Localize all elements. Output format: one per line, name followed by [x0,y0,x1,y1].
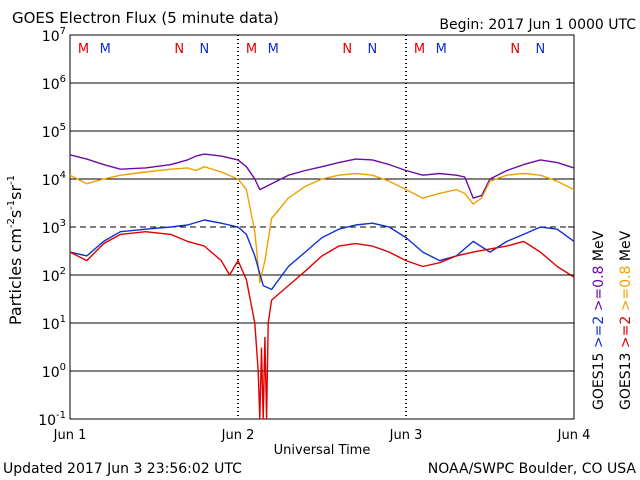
x-tick-label: Jun 4 [557,428,591,443]
legend-label: GOES15 >=2 >=0.8 MeV [591,230,607,410]
y-tick-label: 107 [42,26,66,45]
chart-title: GOES Electron Flux (5 minute data) [12,9,279,27]
marker-label: M [268,42,279,57]
y-tick-label: 103 [42,218,66,237]
legend-label: GOES13 >=2 >=0.8 MeV [618,230,634,410]
marker-label: N [342,42,352,57]
marker-label: M [436,42,447,57]
marker-label: N [200,42,210,57]
y-tick-label: 106 [42,74,66,93]
y-tick-label: 104 [42,170,66,189]
updated-timestamp: Updated 2017 Jun 3 23:56:02 UTC [3,461,242,477]
series-line [69,153,575,199]
y-tick-label: 101 [42,314,66,333]
x-tick-labels: Jun 1 Jun 2 Jun 3 Jun 4 [53,428,591,443]
series-line [69,165,575,284]
y-tick-label: 105 [42,122,66,141]
x-tick-label: Jun 2 [221,428,255,443]
y-axis-label: Particles cm-2s-1sr-1 [6,175,25,325]
x-tick-label: Jun 3 [389,428,423,443]
y-tick-label: 100 [42,362,66,381]
gridlines [70,82,574,372]
marker-label: M [78,42,89,57]
marker-label: N [368,42,378,57]
marker-label: N [174,42,184,57]
satellite-legend: GOES15 >=2 >=0.8 MeV GOES13 >=2 >=0.8 MeV [591,230,634,410]
marker-label: M [414,42,425,57]
y-tick-labels: 107 106 105 104 103 102 101 100 10-1 [38,26,574,429]
x-tick-label: Jun 1 [53,428,87,443]
x-axis-label: Universal Time [274,443,371,458]
y-tick-label: 102 [42,266,66,285]
source-credit: NOAA/SWPC Boulder, CO USA [428,461,637,477]
series-line [69,230,575,420]
y-tick-label: 10-1 [38,410,66,429]
series-layer [69,153,575,420]
marker-label: M [100,42,111,57]
begin-label: Begin: 2017 Jun 1 0000 UTC [439,17,636,33]
marker-label: M [246,42,257,57]
marker-label: N [536,42,546,57]
marker-label: N [510,42,520,57]
series-line [69,219,575,291]
